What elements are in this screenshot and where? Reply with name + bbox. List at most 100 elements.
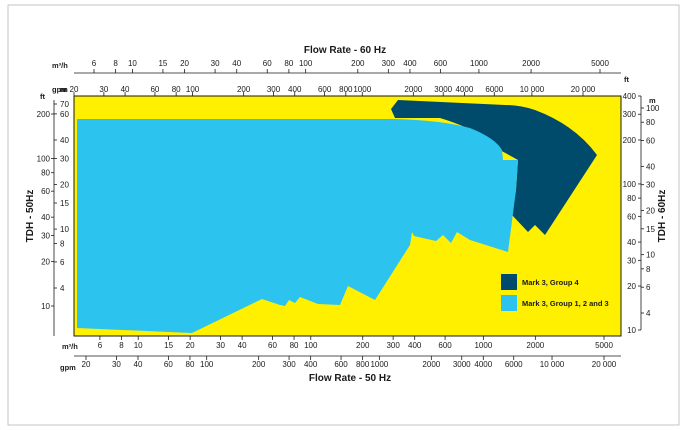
right-ft-tick-label: 80 xyxy=(627,194,636,203)
right-m-tick-label: 6 xyxy=(646,283,651,292)
left-m-tick-label: 10 xyxy=(60,225,69,234)
bottom-m3h-tick-label: 1000 xyxy=(474,341,492,350)
legend-swatch-group4 xyxy=(501,274,517,290)
bottom-m3h-tick-label: 6 xyxy=(98,341,103,350)
right-m-tick-label: 4 xyxy=(646,309,651,318)
right-m-tick-label: 15 xyxy=(646,225,655,234)
top-gpm-ticks: 20 30 40 60 80 100 200 300 400 600 800 1000 2000 3000… xyxy=(70,85,596,96)
top-gpm-tick-label: 400 xyxy=(288,85,302,94)
bottom-m3h-tick-label: 60 xyxy=(268,341,277,350)
left-ft-ticks: 200 100 80 60 40 30 20 10 xyxy=(37,110,54,311)
top-m3h-tick-label: 300 xyxy=(382,59,396,68)
top-gpm-tick-label: 4000 xyxy=(456,85,474,94)
bottom-gpm-tick-label: 4000 xyxy=(474,360,492,369)
bottom-gpm-tick-label: 3000 xyxy=(453,360,471,369)
right-m-tick-label: 60 xyxy=(646,137,655,146)
top-gpm-tick-label: 6000 xyxy=(485,85,503,94)
left-ft-unit: ft xyxy=(40,92,45,101)
bottom-m3h-tick-label: 300 xyxy=(386,341,400,350)
top-gpm-tick-label: 200 xyxy=(237,85,251,94)
bottom-gpm-tick-label: 30 xyxy=(112,360,121,369)
right-m-tick-label: 80 xyxy=(646,118,655,127)
top-axis-title: Flow Rate - 60 Hz xyxy=(304,45,386,56)
top-m3h-tick-label: 40 xyxy=(232,59,241,68)
right-ft-tick-label: 200 xyxy=(623,136,637,145)
top-m3h-tick-label: 1000 xyxy=(470,59,488,68)
top-gpm-tick-label: 2000 xyxy=(404,85,422,94)
right-ft-tick-label: 400 xyxy=(623,92,637,101)
right-m-tick-label: 10 xyxy=(646,251,655,260)
left-ft-tick-label: 80 xyxy=(41,169,50,178)
bottom-gpm-tick-label: 300 xyxy=(282,360,296,369)
bottom-m3h-tick-label: 100 xyxy=(304,341,318,350)
top-gpm-tick-label: 600 xyxy=(318,85,332,94)
top-gpm-tick-label: 60 xyxy=(150,85,159,94)
top-m3h-tick-label: 6 xyxy=(92,59,97,68)
right-m-tick-label: 100 xyxy=(646,104,660,113)
left-m-tick-label: 30 xyxy=(60,154,69,163)
right-ft-tick-label: 100 xyxy=(623,180,637,189)
top-gpm-tick-label: 80 xyxy=(172,85,181,94)
left-ft-tick-label: 20 xyxy=(41,258,50,267)
top-m3h-unit: m³/h xyxy=(52,61,68,70)
bottom-axis-title: Flow Rate - 50 Hz xyxy=(309,373,391,384)
bottom-m3h-tick-label: 20 xyxy=(186,341,195,350)
top-gpm-tick-label: 100 xyxy=(186,85,200,94)
right-m-tick-label: 40 xyxy=(646,162,655,171)
right-ft-tick-label: 10 xyxy=(627,326,636,335)
top-gpm-unit: gpm xyxy=(52,85,68,94)
top-m3h-tick-label: 10 xyxy=(128,59,137,68)
top-m3h-tick-label: 2000 xyxy=(522,59,540,68)
top-gpm-tick-label: 10 000 xyxy=(520,85,545,94)
top-m3h-tick-label: 80 xyxy=(284,59,293,68)
top-m3h-tick-label: 400 xyxy=(403,59,417,68)
left-m-tick-label: 4 xyxy=(60,284,65,293)
group123-area xyxy=(77,119,518,333)
bottom-m3h-tick-label: 40 xyxy=(238,341,247,350)
bottom-m3h-tick-label: 80 xyxy=(290,341,299,350)
left-m-tick-label: 20 xyxy=(60,181,69,190)
bottom-m3h-tick-label: 2000 xyxy=(526,341,544,350)
right-m-tick-label: 8 xyxy=(646,265,651,274)
top-m3h-tick-label: 30 xyxy=(211,59,220,68)
top-m3h-tick-label: 15 xyxy=(158,59,167,68)
bottom-gpm-tick-label: 1000 xyxy=(370,360,388,369)
top-gpm-tick-label: 1000 xyxy=(353,85,371,94)
left-m-tick-label: 15 xyxy=(60,199,69,208)
right-m-tick-label: 30 xyxy=(646,181,655,190)
left-m-unit: m xyxy=(60,85,67,94)
left-m-tick-label: 6 xyxy=(60,258,65,267)
bottom-m3h-tick-label: 10 xyxy=(134,341,143,350)
bottom-gpm-tick-label: 100 xyxy=(200,360,214,369)
legend-swatch-group123 xyxy=(501,295,517,311)
bottom-gpm-tick-label: 200 xyxy=(252,360,266,369)
group4-area xyxy=(391,100,597,235)
bottom-m3h-tick-label: 15 xyxy=(164,341,173,350)
bottom-gpm-unit: gpm xyxy=(60,363,76,372)
left-ft-tick-label: 100 xyxy=(37,154,51,163)
legend-label-group4: Mark 3, Group 4 xyxy=(522,278,580,287)
left-ft-tick-label: 200 xyxy=(37,110,51,119)
top-m3h-tick-label: 8 xyxy=(113,59,118,68)
bottom-m3h-tick-label: 400 xyxy=(408,341,422,350)
left-ft-tick-label: 60 xyxy=(41,187,50,196)
top-gpm-tick-label: 300 xyxy=(267,85,281,94)
left-axis-title: TDH - 50Hz xyxy=(25,190,36,243)
bottom-m3h-tick-label: 30 xyxy=(216,341,225,350)
top-m3h-tick-label: 20 xyxy=(180,59,189,68)
bottom-m3h-tick-label: 200 xyxy=(356,341,370,350)
left-ft-tick-label: 10 xyxy=(41,302,50,311)
bottom-gpm-ticks: 20 30 40 60 80 100 200 300 400 600 800 1000 2000 3000… xyxy=(82,356,617,369)
left-m-tick-label: 40 xyxy=(60,136,69,145)
top-gpm-tick-label: 20 xyxy=(70,85,79,94)
top-m3h-tick-label: 600 xyxy=(434,59,448,68)
legend-label-group123: Mark 3, Group 1, 2 and 3 xyxy=(522,299,609,308)
bottom-gpm-tick-label: 400 xyxy=(304,360,318,369)
left-ft-tick-label: 40 xyxy=(41,213,50,222)
bottom-gpm-tick-label: 2000 xyxy=(422,360,440,369)
bottom-gpm-tick-label: 800 xyxy=(356,360,370,369)
right-m-ticks: 100 80 60 40 30 20 15 10 8 6 4 xyxy=(641,104,660,318)
bottom-m3h-tick-label: 600 xyxy=(438,341,452,350)
